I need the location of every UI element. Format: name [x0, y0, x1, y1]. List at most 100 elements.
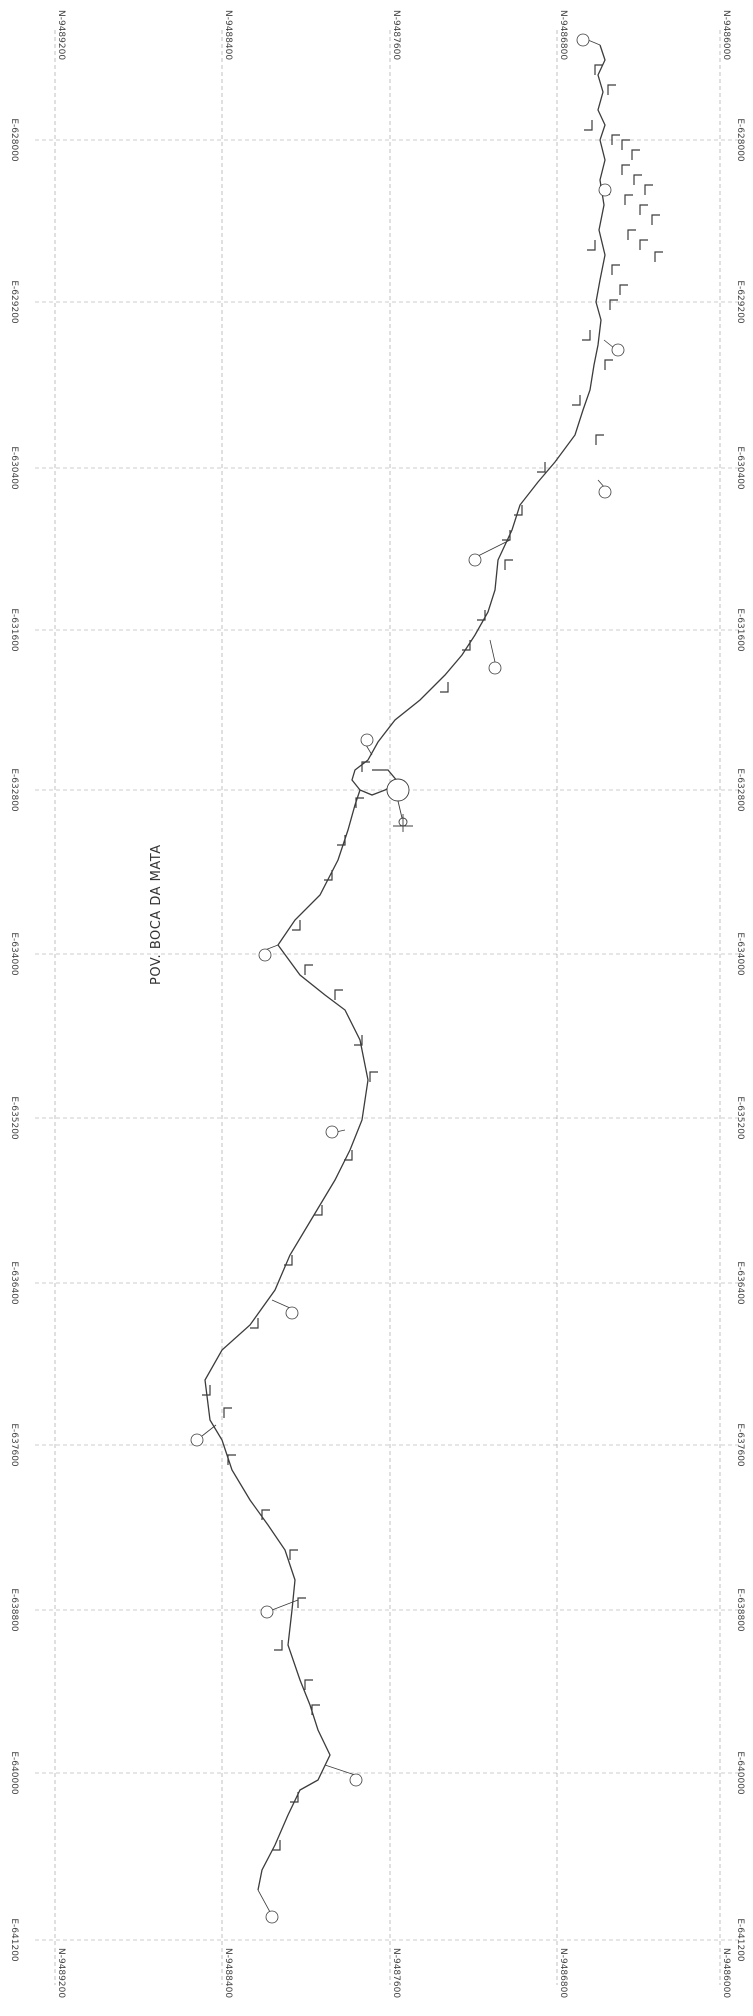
northing-label-top: N-9487600	[391, 10, 401, 60]
leader-line	[257, 1889, 271, 1913]
pole-tick-symbol	[202, 1385, 211, 1396]
easting-label-right: E-637600	[735, 1423, 745, 1467]
pole-tick-symbol	[621, 139, 630, 150]
pole-tick-symbol	[537, 462, 546, 473]
easting-label-left: E-631600	[9, 608, 19, 652]
easting-label-left: E-636400	[9, 1261, 19, 1305]
easting-label-right: E-635200	[735, 1096, 745, 1140]
easting-label-left: E-634000	[9, 932, 19, 976]
pole-tick-symbol	[223, 1407, 232, 1418]
easting-label-right: E-630400	[735, 446, 745, 490]
pole-tick-symbol	[631, 149, 640, 160]
easting-label-left: E-629200	[9, 280, 19, 324]
circled-transformer-symbol	[258, 948, 272, 962]
pole-tick-symbol	[584, 120, 593, 131]
easting-label-right: E-631600	[735, 608, 745, 652]
northing-grid	[54, 30, 721, 1985]
substation	[386, 778, 413, 832]
easting-label-right: E-640000	[735, 1751, 745, 1795]
pole-tick-symbol	[644, 184, 653, 195]
pole-tick-symbol	[572, 395, 581, 406]
pole-tick-symbol	[504, 559, 513, 570]
circled-substation-symbol	[386, 778, 410, 802]
circled-transformer-symbol	[360, 733, 374, 747]
circled-transformer-symbol	[488, 661, 502, 675]
circled-transformer-symbol	[611, 343, 625, 357]
circled-transformer-symbol	[598, 485, 612, 499]
pole-tick-symbol	[595, 434, 604, 445]
northing-label-bottom: N-9486000	[721, 1948, 731, 1998]
pole-tick-symbol	[334, 989, 343, 1000]
pole-tick-symbol	[619, 284, 628, 295]
circled-transformer-symbol	[190, 1433, 204, 1447]
easting-label-right: E-632800	[735, 768, 745, 812]
circled-transformer-symbol	[349, 1773, 363, 1787]
pole-tick-symbol	[477, 610, 486, 621]
pole-tick-symbol	[514, 505, 523, 516]
easting-label-left: E-640000	[9, 1751, 19, 1795]
easting-label-right: E-628000	[735, 118, 745, 162]
northing-label-bottom: N-9488400	[223, 1948, 233, 1998]
pole-tick-symbol	[292, 920, 301, 931]
pole-tick-symbol	[639, 239, 648, 250]
leader-line	[477, 539, 511, 557]
circled-transformer-symbol	[598, 183, 612, 197]
circled-transformer-symbol	[576, 33, 590, 47]
pole-tick-symbol	[297, 1597, 306, 1608]
circled-transformer-symbol	[325, 1125, 339, 1139]
northing-label-bottom: N-9487600	[391, 1948, 401, 1998]
easting-label-left: E-637600	[9, 1423, 19, 1467]
easting-label-right: E-636400	[735, 1261, 745, 1305]
pole-tick-symbol	[609, 299, 618, 310]
pole-tick-symbol	[633, 174, 642, 185]
pole-tick-symbol	[324, 870, 333, 881]
pole-tick-symbol	[462, 640, 471, 651]
pole-tick-symbol	[304, 1679, 313, 1690]
pole-tick-symbol	[272, 1840, 281, 1851]
transformer-symbols	[190, 33, 625, 1924]
pole-tick-symbol	[440, 682, 449, 693]
easting-label-left: E-628000	[9, 118, 19, 162]
pole-tick-symbol	[344, 1150, 353, 1161]
pole-tick-symbol	[250, 1318, 259, 1329]
pole-tick-symbol	[314, 1205, 323, 1216]
northing-label-bottom: N-9486800	[558, 1948, 568, 1998]
pole-tick-symbol	[604, 359, 613, 370]
pole-tick-symbol	[289, 1549, 298, 1560]
leader-line	[324, 1764, 356, 1776]
pole-tick-symbol	[284, 1255, 293, 1266]
easting-label-left: E-635200	[9, 1096, 19, 1140]
pole-tick-symbol	[624, 194, 633, 205]
circled-transformer-symbol	[265, 1910, 279, 1924]
pole-tick-symbol	[354, 1035, 363, 1046]
leader-line	[489, 639, 496, 663]
leader-line	[201, 1424, 217, 1437]
pole-tick-symbol	[274, 1640, 283, 1651]
pole-tick-symbol	[611, 264, 620, 275]
easting-label-right: E-629200	[735, 280, 745, 324]
pole-tick-symbol	[639, 204, 648, 215]
pole-tick-symbol	[607, 84, 616, 95]
pole-tick-symbol	[627, 229, 636, 240]
easting-label-left: E-630400	[9, 446, 19, 490]
northing-label-bottom: N-9489200	[56, 1948, 66, 1998]
circled-transformer-symbol	[260, 1605, 274, 1619]
northing-label-top: N-9486000	[721, 10, 731, 60]
easting-label-left: E-641200	[9, 1918, 19, 1962]
pole-symbols	[202, 64, 663, 1851]
place-label: POV. BOCA DA MATA	[149, 844, 164, 985]
leader-line	[365, 744, 373, 756]
pole-tick-symbol	[304, 964, 313, 975]
pole-tick-symbol	[361, 761, 370, 772]
pole-tick-symbol	[621, 164, 630, 175]
circled-transformer-symbol	[285, 1306, 299, 1320]
northing-label-top: N-9486800	[558, 10, 568, 60]
northing-label-top: N-9488400	[223, 10, 233, 60]
easting-label-right: E-634000	[735, 932, 745, 976]
pole-tick-symbol	[587, 240, 596, 251]
pole-tick-symbol	[594, 64, 603, 75]
leader-line	[603, 339, 615, 349]
pole-tick-symbol	[227, 1454, 236, 1465]
pole-tick-symbol	[651, 214, 660, 225]
